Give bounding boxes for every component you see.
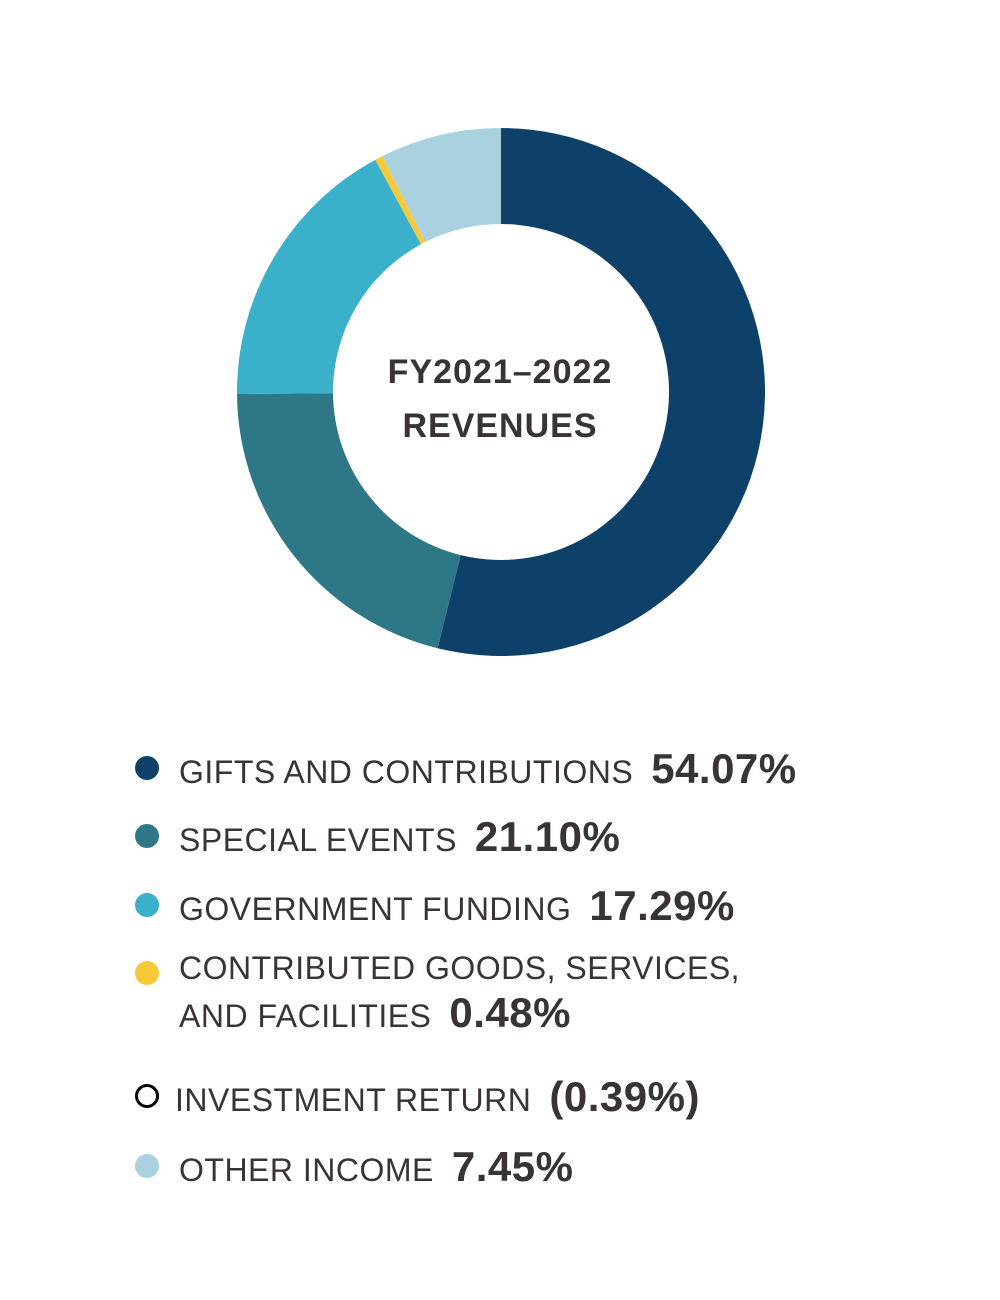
chart-title-line-1: FY2021–2022 — [387, 353, 613, 391]
donut-slice-gifts-and-contributions — [437, 128, 765, 656]
legend-marker — [135, 893, 159, 917]
donut-chart — [237, 128, 765, 656]
donut-slice-special-events — [237, 393, 461, 649]
legend-label: GIFTS AND CONTRIBUTIONS — [179, 754, 634, 790]
legend-text: INVESTMENT RETURN (0.39%) — [175, 1073, 700, 1121]
legend-text: GIFTS AND CONTRIBUTIONS 54.07% — [179, 745, 797, 793]
legend-value: 54.07% — [651, 745, 797, 792]
legend-label: OTHER INCOME — [179, 1152, 434, 1188]
legend-marker — [135, 756, 159, 780]
donut-chart-area: FY2021–2022 REVENUES — [237, 128, 765, 656]
legend-value: 21.10% — [474, 813, 621, 860]
legend-value: 0.48% — [449, 989, 571, 1036]
chart-title-line-2: REVENUES — [402, 407, 598, 445]
donut-slice-other-income — [382, 128, 501, 242]
legend-value: 17.29% — [589, 882, 735, 929]
legend-label: INVESTMENT RETURN — [175, 1082, 532, 1118]
legend-text: OTHER INCOME 7.45% — [179, 1143, 573, 1191]
legend-text: SPECIAL EVENTS 21.10% — [179, 813, 620, 861]
donut-slice-government-funding — [237, 159, 421, 395]
legend-label: GOVERNMENT FUNDING — [179, 891, 572, 927]
legend-marker — [135, 1084, 159, 1108]
chart-title: FY2021–2022 REVENUES — [300, 345, 700, 453]
legend-marker — [135, 961, 159, 985]
legend-label: CONTRIBUTED GOODS, SERVICES, — [179, 950, 741, 986]
legend-value: (0.39%) — [549, 1073, 700, 1120]
donut-slice-contributed-goods-services-and-facilities — [375, 156, 426, 245]
legend-label: AND FACILITIES — [179, 998, 432, 1034]
legend-marker — [135, 824, 159, 848]
legend-text: GOVERNMENT FUNDING 17.29% — [179, 882, 735, 930]
legend-label: SPECIAL EVENTS — [179, 822, 457, 858]
legend-value: 7.45% — [451, 1143, 574, 1190]
legend-marker — [135, 1154, 159, 1178]
legend-text: CONTRIBUTED GOODS, SERVICES, AND FACILITI… — [179, 950, 740, 1037]
